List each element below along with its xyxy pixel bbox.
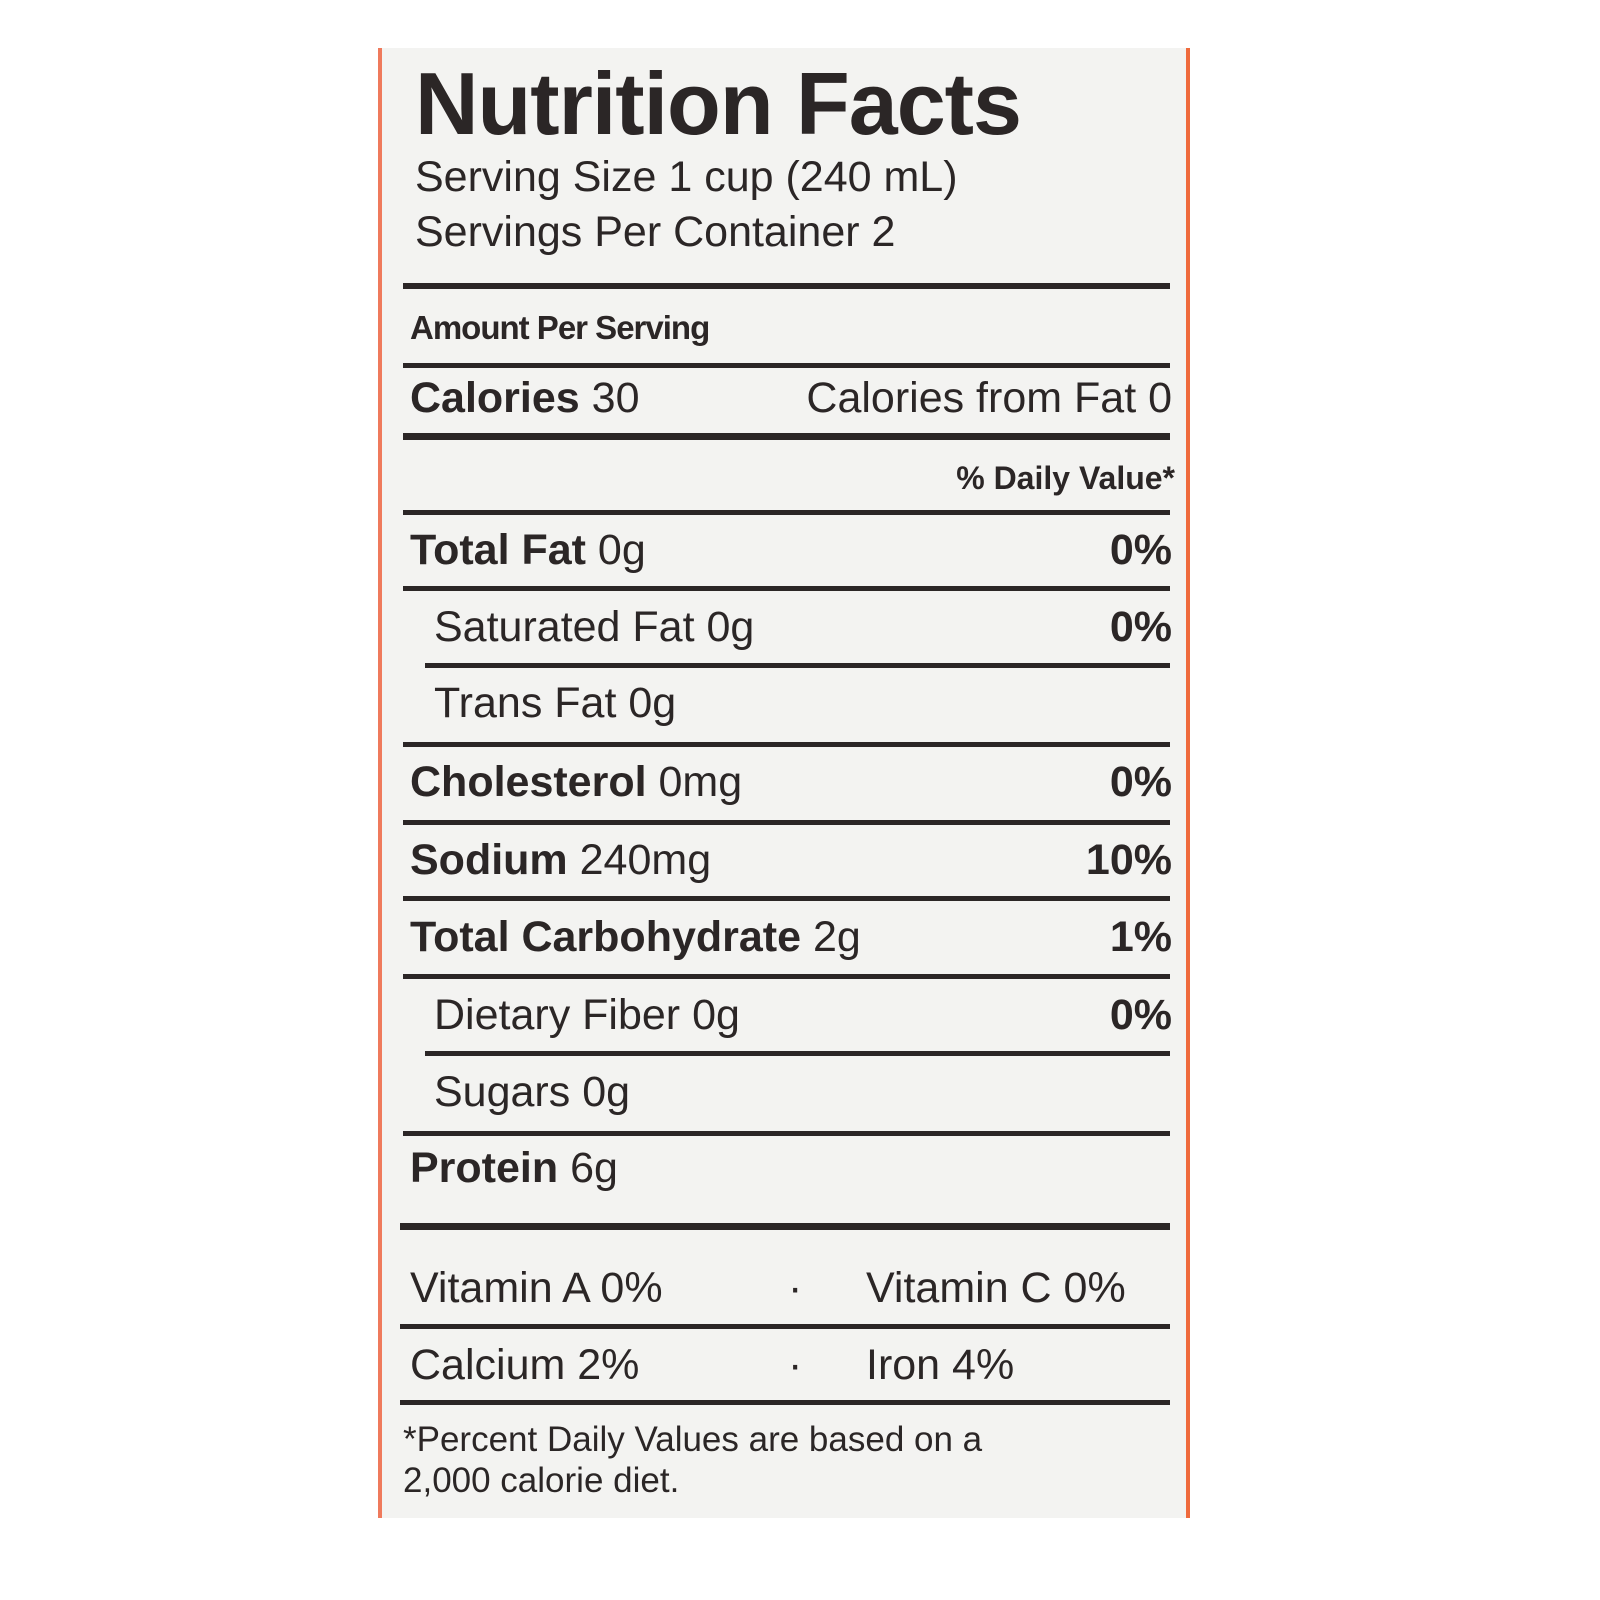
nutrient-dv: 0% <box>1109 526 1172 574</box>
nutrient-row-sodium: Sodium 240mg 10% <box>410 835 1172 885</box>
calories-from-fat: Calories from Fat 0 <box>806 374 1172 422</box>
nutrient-amount: 0g <box>628 679 677 727</box>
nutrient-amount: 0g <box>706 603 755 651</box>
separator-dot: · <box>788 1264 803 1312</box>
divider <box>400 1223 1170 1230</box>
nutrient-name: Sodium <box>410 836 568 884</box>
nutrient-name: Saturated Fat <box>434 603 695 651</box>
divider <box>403 896 1170 901</box>
footnote-line-1: *Percent Daily Values are based on a <box>403 1420 983 1459</box>
nutrient-row-saturated-fat: Saturated Fat 0g 0% <box>434 602 1172 652</box>
calories-row: Calories 30 Calories from Fat 0 <box>410 373 1172 423</box>
nutrient-dv: 0% <box>1109 758 1172 806</box>
divider <box>403 433 1170 440</box>
calcium: Calcium 2% <box>410 1341 640 1389</box>
divider <box>400 1324 1170 1329</box>
footnote-line-2: 2,000 calorie diet. <box>403 1461 680 1500</box>
nutrient-amount: 240mg <box>579 836 712 884</box>
nutrient-amount: 6g <box>570 1144 618 1192</box>
nutrient-dv: 1% <box>1109 913 1172 961</box>
divider <box>403 1131 1170 1136</box>
nutrient-dv: 0% <box>1109 603 1172 651</box>
divider <box>403 820 1170 825</box>
nutrient-name: Protein <box>410 1144 559 1192</box>
serving-size: Serving Size 1 cup (240 mL) <box>415 153 958 201</box>
nutrient-name: Total Fat <box>410 526 586 574</box>
nutrient-dv: 10% <box>1085 836 1172 884</box>
divider <box>425 663 1170 668</box>
nutrient-row-trans-fat: Trans Fat 0g <box>434 678 1172 728</box>
nutrient-amount: 0g <box>582 1068 631 1116</box>
nutrient-name: Total Carbohydrate <box>410 913 802 961</box>
calories-value: 30 <box>591 374 640 422</box>
divider <box>403 283 1170 289</box>
calories-label: Calories <box>410 374 580 422</box>
iron: Iron 4% <box>866 1341 1015 1389</box>
divider <box>425 1051 1170 1056</box>
nutrient-row-sugars: Sugars 0g <box>434 1067 1172 1117</box>
nutrient-row-cholesterol: Cholesterol 0mg 0% <box>410 757 1172 807</box>
divider <box>403 974 1170 979</box>
divider <box>400 1400 1170 1405</box>
nutrient-amount: 2g <box>812 913 861 961</box>
nutrient-dv: 0% <box>1109 991 1172 1039</box>
nutrient-amount: 0g <box>597 526 646 574</box>
nutrient-row-protein: Protein 6g <box>410 1143 1172 1193</box>
nutrient-name: Dietary Fiber <box>434 991 681 1039</box>
nutrient-amount: 0g <box>692 991 740 1039</box>
nutrient-amount: 0mg <box>658 758 743 806</box>
label-title: Nutrition Facts <box>415 54 1022 153</box>
vitamin-a: Vitamin A 0% <box>410 1264 663 1312</box>
nutrient-name: Sugars <box>434 1068 571 1116</box>
nutrient-name: Trans Fat <box>434 679 617 727</box>
nutrient-row-total-fat: Total Fat 0g 0% <box>410 525 1172 575</box>
separator-dot: · <box>788 1341 803 1389</box>
nutrient-row-dietary-fiber: Dietary Fiber 0g 0% <box>434 990 1172 1040</box>
nutrient-row-total-carbohydrate: Total Carbohydrate 2g 1% <box>410 912 1172 962</box>
divider <box>403 363 1170 368</box>
divider <box>403 586 1170 591</box>
daily-value-header: % Daily Value* <box>956 460 1175 496</box>
nutrient-name: Cholesterol <box>410 758 647 806</box>
servings-per-container: Servings Per Container 2 <box>415 208 896 256</box>
divider <box>403 742 1170 747</box>
nutrition-label-panel <box>378 48 1190 1518</box>
divider <box>403 510 1170 515</box>
amount-per-serving: Amount Per Serving <box>410 309 710 346</box>
vitamin-c: Vitamin C 0% <box>866 1264 1126 1312</box>
